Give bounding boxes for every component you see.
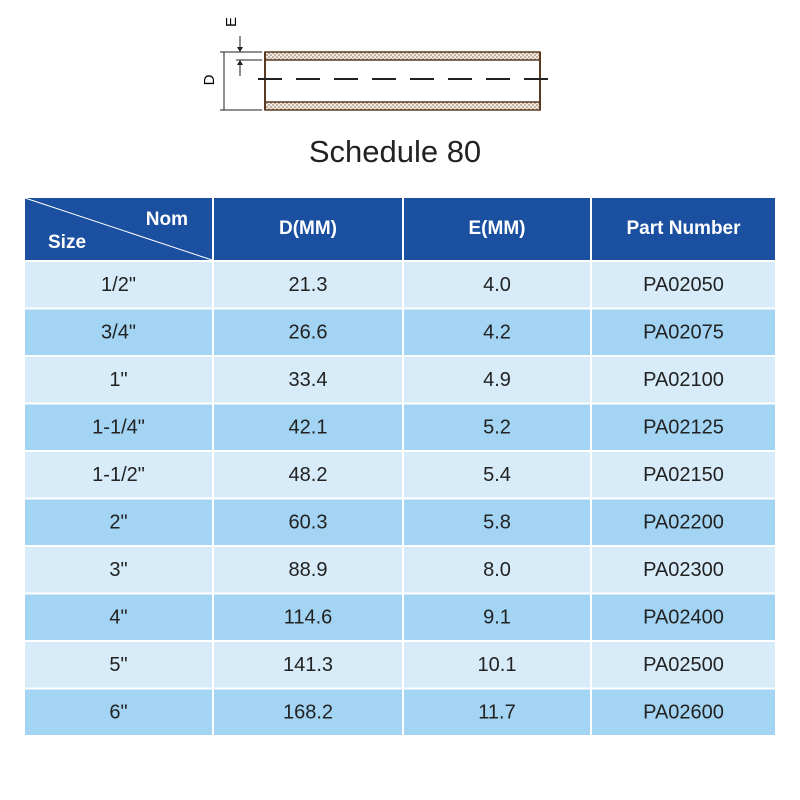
cell bbox=[592, 642, 775, 688]
cell bbox=[214, 642, 402, 688]
header-size: Size bbox=[48, 232, 86, 253]
header-diagonal bbox=[24, 197, 213, 261]
cell-text: PA02150 bbox=[643, 464, 724, 486]
cell bbox=[592, 499, 775, 545]
cell-text: 8.0 bbox=[483, 559, 511, 581]
cell bbox=[214, 309, 402, 355]
cell bbox=[592, 547, 775, 593]
pipe-diagram: E D bbox=[201, 17, 548, 111]
cell-text: PA02100 bbox=[643, 369, 724, 391]
cell bbox=[592, 452, 775, 498]
cell bbox=[404, 357, 590, 403]
cell bbox=[592, 689, 775, 735]
cell-text: 1-1/4" bbox=[92, 417, 145, 439]
cell-text: PA02050 bbox=[643, 274, 724, 296]
cell-text: 10.1 bbox=[478, 654, 517, 676]
table: Nom Size D(MM) E(MM) Part Number 1/2" 21.3 4.0 P… bbox=[24, 197, 775, 735]
cell bbox=[404, 309, 590, 355]
cell bbox=[214, 452, 402, 498]
cell-text: 21.3 bbox=[289, 274, 328, 296]
cell bbox=[214, 689, 402, 735]
cell bbox=[404, 404, 590, 450]
cell bbox=[25, 404, 212, 450]
e-label: E bbox=[223, 17, 240, 27]
cell-text: 1/2" bbox=[101, 274, 136, 296]
cell-text: PA02200 bbox=[643, 512, 724, 534]
d-label: D bbox=[201, 74, 218, 85]
cell bbox=[214, 357, 402, 403]
header-cell bbox=[592, 198, 775, 260]
title: Schedule 80 bbox=[309, 134, 481, 169]
header-cell bbox=[214, 198, 402, 260]
cell bbox=[25, 309, 212, 355]
cell bbox=[592, 309, 775, 355]
cell bbox=[214, 262, 402, 308]
cell bbox=[404, 452, 590, 498]
cell-text: 2" bbox=[109, 512, 127, 534]
cell-text: 33.4 bbox=[289, 369, 328, 391]
header-label: D(MM) bbox=[279, 218, 337, 239]
cell bbox=[214, 404, 402, 450]
cell bbox=[404, 689, 590, 735]
cell-text: 3" bbox=[109, 559, 127, 581]
cell-text: PA02400 bbox=[643, 607, 724, 629]
cell-text: 88.9 bbox=[289, 559, 328, 581]
cell-text: 3/4" bbox=[101, 322, 136, 344]
header-label: Part Number bbox=[626, 218, 741, 239]
cell bbox=[214, 547, 402, 593]
cell bbox=[25, 357, 212, 403]
cell-text: 5.8 bbox=[483, 512, 511, 534]
cell bbox=[25, 262, 212, 308]
header-label: E(MM) bbox=[469, 218, 526, 239]
cell bbox=[404, 642, 590, 688]
cell bbox=[25, 452, 212, 498]
cell-text: 9.1 bbox=[483, 607, 511, 629]
cell-text: 42.1 bbox=[289, 417, 328, 439]
cell-text: PA02125 bbox=[643, 417, 724, 439]
cell bbox=[404, 499, 590, 545]
cell bbox=[25, 689, 212, 735]
cell-text: 4.0 bbox=[483, 274, 511, 296]
header-nom: Nom bbox=[146, 209, 188, 230]
cell-text: 6" bbox=[109, 702, 127, 724]
cell-text: 114.6 bbox=[284, 607, 333, 629]
cell bbox=[25, 547, 212, 593]
cell-text: 4.2 bbox=[483, 322, 511, 344]
cell bbox=[25, 642, 212, 688]
cell bbox=[592, 357, 775, 403]
cell-text: 11.7 bbox=[478, 702, 515, 724]
cell bbox=[592, 594, 775, 640]
cell-text: 141.3 bbox=[283, 654, 333, 676]
cell-text: 168.2 bbox=[283, 702, 333, 724]
cell-text: 4" bbox=[109, 607, 127, 629]
cell-text: PA02500 bbox=[643, 654, 724, 676]
cell-text: 5.4 bbox=[483, 464, 511, 486]
cell bbox=[592, 404, 775, 450]
cell-text: 5.2 bbox=[483, 417, 511, 439]
cell-text: 4.9 bbox=[483, 369, 511, 391]
cell bbox=[25, 499, 212, 545]
cell-text: 5" bbox=[109, 654, 127, 676]
cell bbox=[404, 547, 590, 593]
cell bbox=[404, 594, 590, 640]
cell-text: PA02600 bbox=[643, 702, 724, 724]
cell bbox=[404, 262, 590, 308]
cell-text: 26.6 bbox=[289, 322, 328, 344]
cell bbox=[592, 262, 775, 308]
cell-text: 1-1/2" bbox=[92, 464, 145, 486]
header-cell bbox=[404, 198, 590, 260]
cell-text: PA02300 bbox=[643, 559, 724, 581]
cell-text: PA02075 bbox=[643, 322, 724, 344]
cell bbox=[25, 594, 212, 640]
cell bbox=[214, 594, 402, 640]
cell-text: 48.2 bbox=[289, 464, 328, 486]
cell bbox=[214, 499, 402, 545]
cell-text: 60.3 bbox=[289, 512, 328, 534]
cell-text: 1" bbox=[109, 369, 127, 391]
